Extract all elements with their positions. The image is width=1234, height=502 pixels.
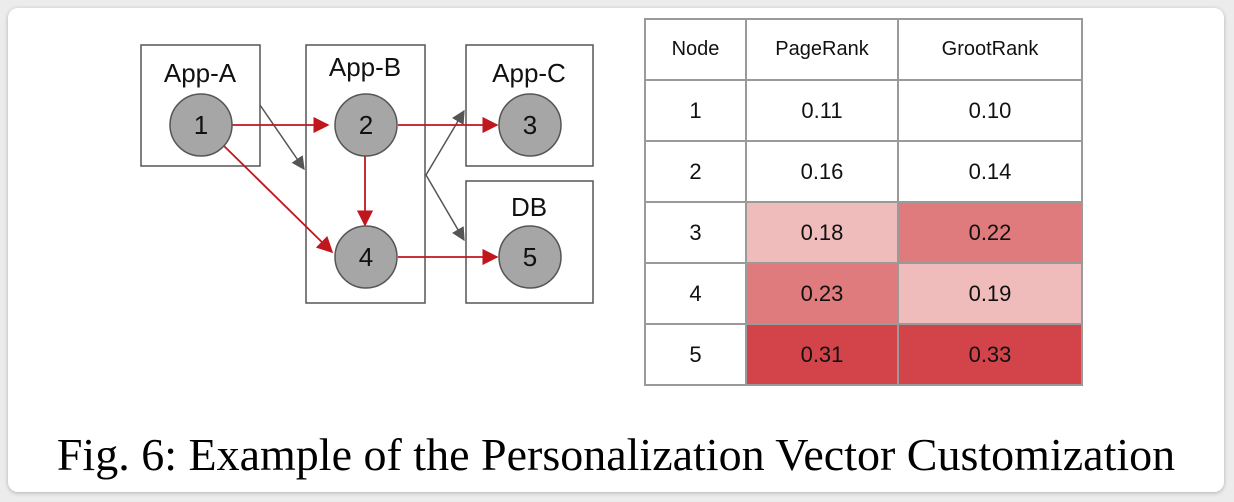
table-row: 2 0.16 0.14 bbox=[644, 140, 1083, 203]
cell-node: 2 bbox=[644, 140, 747, 203]
svg-text:5: 5 bbox=[523, 242, 537, 272]
table-header-row: Node PageRank GrootRank bbox=[644, 18, 1083, 81]
cell-grootrank: 0.19 bbox=[897, 262, 1083, 325]
cell-grootrank: 0.33 bbox=[897, 323, 1083, 386]
edge-app-b-to-db bbox=[425, 174, 465, 242]
node-5: 5 bbox=[498, 225, 562, 289]
cell-grootrank: 0.14 bbox=[897, 140, 1083, 203]
cell-pagerank: 0.16 bbox=[745, 140, 899, 203]
table-row: 1 0.11 0.10 bbox=[644, 79, 1083, 142]
cell-node: 5 bbox=[644, 323, 747, 386]
header-node: Node bbox=[644, 18, 747, 81]
edge-1-to-4 bbox=[223, 145, 334, 254]
app-c-label: App-C bbox=[492, 58, 566, 88]
rank-table: Node PageRank GrootRank 1 0.11 0.10 2 0.… bbox=[644, 18, 1083, 386]
figure-card: App-A App-B App-C DB 1 2 3 4 bbox=[8, 8, 1224, 492]
node-3: 3 bbox=[498, 93, 562, 157]
db-label: DB bbox=[511, 192, 547, 222]
app-a-label: App-A bbox=[164, 58, 237, 88]
edge-app-b-to-app-c bbox=[425, 109, 465, 176]
edge-app-a-to-app-b bbox=[259, 104, 305, 171]
cell-node: 1 bbox=[644, 79, 747, 142]
cell-node: 3 bbox=[644, 201, 747, 264]
svg-text:1: 1 bbox=[194, 110, 208, 140]
table-row: 4 0.23 0.19 bbox=[644, 262, 1083, 325]
svg-text:4: 4 bbox=[359, 242, 373, 272]
cell-pagerank: 0.11 bbox=[745, 79, 899, 142]
cell-pagerank: 0.23 bbox=[745, 262, 899, 325]
node-1: 1 bbox=[169, 93, 233, 157]
cell-grootrank: 0.22 bbox=[897, 201, 1083, 264]
table-row: 5 0.31 0.33 bbox=[644, 323, 1083, 386]
dependency-graph: App-A App-B App-C DB 1 2 3 4 bbox=[140, 44, 594, 304]
header-grootrank: GrootRank bbox=[897, 18, 1083, 81]
cell-grootrank: 0.10 bbox=[897, 79, 1083, 142]
svg-text:2: 2 bbox=[359, 110, 373, 140]
header-pagerank: PageRank bbox=[745, 18, 899, 81]
node-2: 2 bbox=[334, 93, 398, 157]
table-row: 3 0.18 0.22 bbox=[644, 201, 1083, 264]
cell-node: 4 bbox=[644, 262, 747, 325]
app-b-label: App-B bbox=[329, 52, 401, 82]
figure-caption: Fig. 6: Example of the Personalization V… bbox=[56, 429, 1176, 480]
node-4: 4 bbox=[334, 225, 398, 289]
svg-text:3: 3 bbox=[523, 110, 537, 140]
cell-pagerank: 0.31 bbox=[745, 323, 899, 386]
cell-pagerank: 0.18 bbox=[745, 201, 899, 264]
